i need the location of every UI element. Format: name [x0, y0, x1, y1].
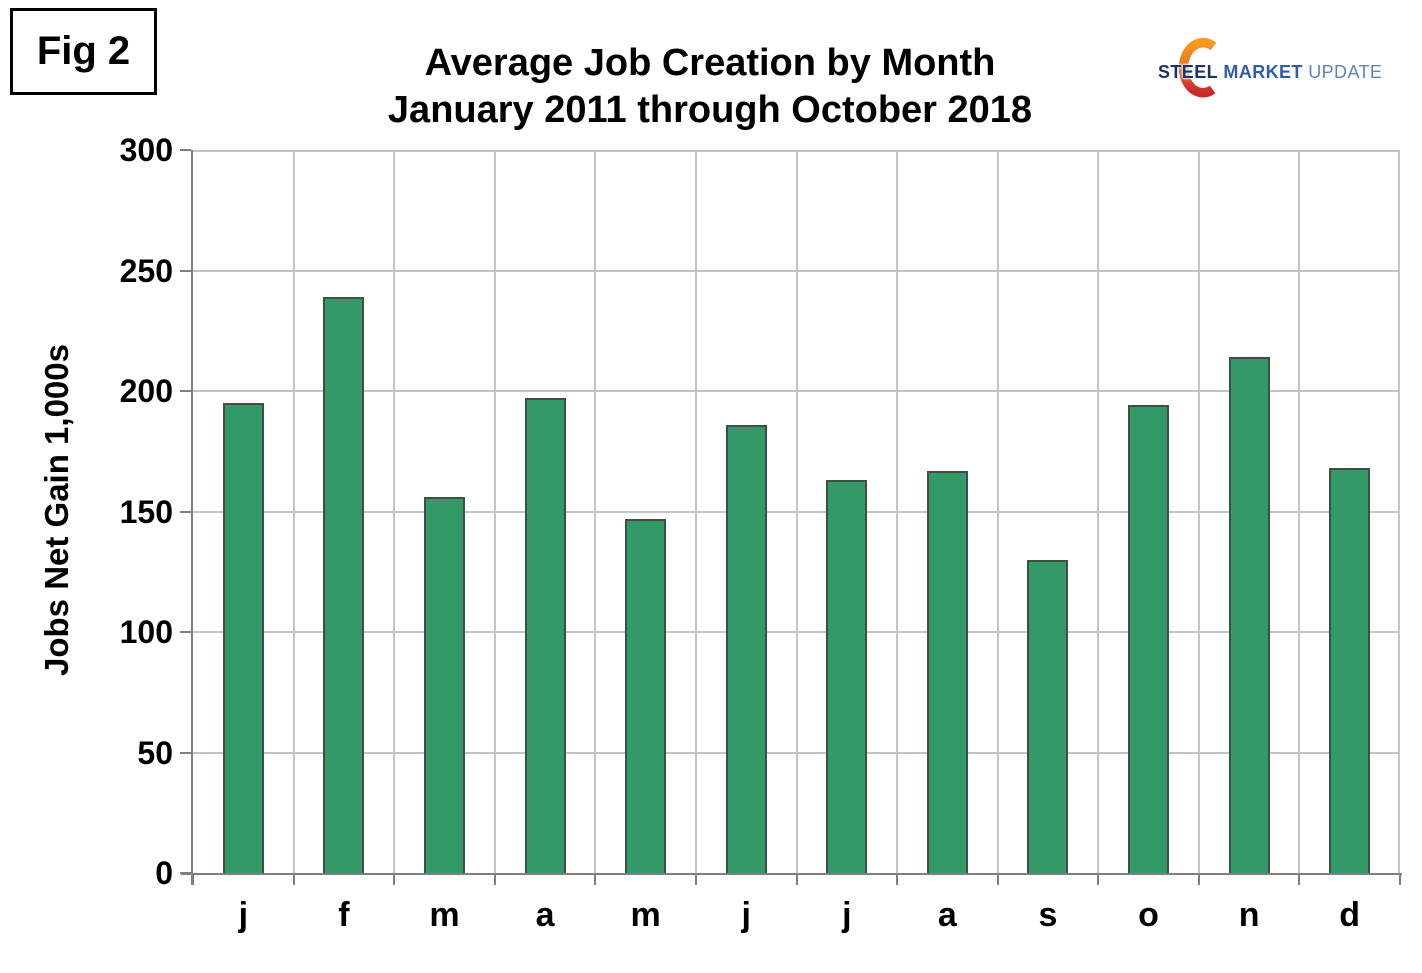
chart-title: Average Job Creation by Month January 20…: [160, 40, 1260, 134]
x-tick-2: [393, 873, 396, 885]
x-tick-label-7: a: [937, 896, 957, 934]
logo-word-market: MARKET: [1223, 62, 1303, 82]
y-tick-200: [180, 390, 191, 392]
x-tick-6: [795, 873, 798, 885]
y-tick-250: [180, 269, 191, 272]
bar-a-7: [926, 470, 968, 873]
x-tick-0: [192, 873, 194, 885]
chart-title-line2: January 2011 through October 2018: [387, 89, 1033, 131]
gridline-v-10: [1197, 150, 1200, 873]
x-tick-label-9: o: [1138, 896, 1159, 934]
gridline-v-4: [594, 150, 597, 873]
gridline-v-9: [1097, 150, 1100, 873]
y-tick-150: [180, 510, 191, 513]
gridline-v-2: [393, 150, 396, 873]
x-tick-label-1: f: [338, 896, 350, 934]
x-tick-5: [694, 873, 697, 885]
x-tick-label-8: s: [1038, 896, 1058, 934]
x-tick-3: [493, 873, 496, 885]
x-tick-12: [1399, 873, 1401, 885]
crescent-swoosh-icon: [1178, 38, 1217, 98]
x-tick-label-10: n: [1238, 896, 1260, 934]
x-tick-7: [896, 873, 899, 885]
figure-number-box: Fig 2: [10, 8, 157, 95]
x-tick-4: [594, 873, 597, 885]
logo-wordmark: STEEL MARKET UPDATE: [1158, 62, 1382, 82]
y-tick-label-250: 250: [119, 252, 173, 289]
bar-d-11: [1329, 468, 1371, 873]
x-tick-11: [1298, 873, 1301, 885]
bar-j-5: [725, 424, 767, 873]
gridline-v-6: [795, 150, 798, 873]
bar-m-2: [423, 497, 465, 873]
x-tick-label-11: d: [1339, 896, 1361, 934]
x-tick-label-0: j: [238, 896, 249, 934]
x-tick-10: [1197, 873, 1200, 885]
gridline-v-3: [493, 150, 496, 873]
x-tick-label-2: m: [429, 896, 460, 934]
logo-word-steel: STEEL: [1158, 62, 1219, 82]
x-tick-label-6: j: [842, 896, 852, 934]
steel-market-update-logo: STEEL MARKET UPDATE: [1150, 36, 1382, 108]
gridline-v-1: [292, 150, 295, 873]
y-axis-line: [191, 150, 193, 885]
y-tick-label-50: 50: [137, 734, 173, 771]
y-tick-label-200: 200: [119, 373, 173, 409]
x-tick-label-4: m: [630, 896, 661, 934]
y-tick-300: [180, 149, 191, 151]
x-tick-8: [996, 873, 999, 885]
gridline-v-8: [996, 150, 999, 873]
bar-s-8: [1027, 559, 1069, 873]
y-tick-100: [180, 631, 191, 633]
x-axis-line: [181, 873, 1402, 875]
y-tick-label-300: 300: [119, 132, 173, 168]
y-tick-50: [180, 751, 191, 754]
y-tick-label-0: 0: [155, 855, 173, 891]
bar-o-9: [1128, 405, 1170, 873]
bar-n-10: [1228, 357, 1270, 873]
x-tick-9: [1097, 873, 1100, 885]
x-tick-label-5: j: [741, 896, 751, 934]
bar-j-0: [222, 403, 264, 873]
x-tick-1: [292, 873, 295, 885]
bar-f-1: [323, 297, 365, 873]
x-tick-label-3: a: [535, 896, 555, 934]
figure-number-label: Fig 2: [36, 29, 131, 73]
y-tick-label-100: 100: [119, 614, 173, 650]
gridline-v-7: [896, 150, 899, 873]
logo-word-update: UPDATE: [1308, 62, 1383, 82]
gridline-v-5: [694, 150, 697, 873]
bar-m-4: [625, 518, 667, 873]
y-tick-label-150: 150: [119, 493, 173, 530]
bar-a-3: [524, 398, 566, 873]
chart-title-line1: Average Job Creation by Month: [424, 42, 996, 84]
plot-area: 0 50 100 150 200 250 300 j f m a m j j a s o n d: [120, 132, 1402, 934]
gridline-v-11: [1298, 150, 1301, 873]
bar-j-6: [826, 480, 868, 873]
y-tick-0: [180, 872, 191, 874]
